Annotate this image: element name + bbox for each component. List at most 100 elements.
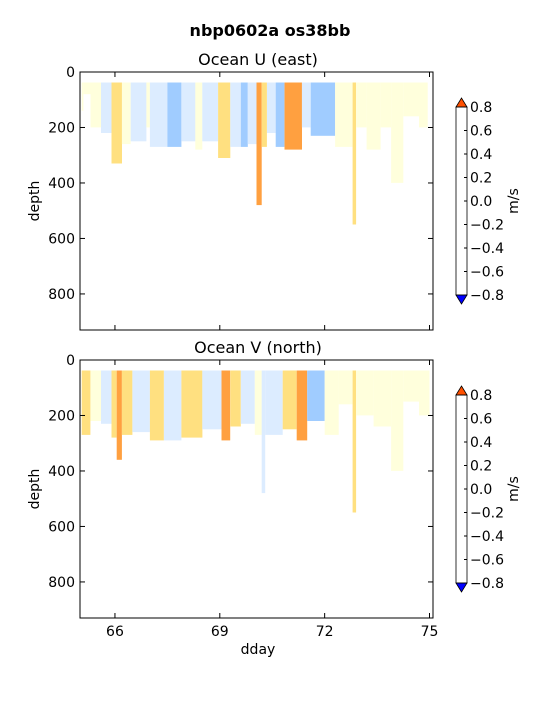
heatmap-cell [403, 82, 419, 117]
colorbar-tick-label: 0.8 [470, 100, 492, 116]
heatmap-cell [230, 370, 241, 427]
y-tick-label: 200 [48, 120, 75, 136]
heatmap-cell [202, 82, 218, 142]
colorbar-label: m/s [506, 188, 522, 214]
heatmap-cell [111, 370, 117, 438]
colorbar-label: m/s [506, 476, 522, 502]
x-axis [114, 72, 431, 330]
heatmap-cell [261, 370, 266, 494]
heatmap-cell [356, 370, 374, 416]
heatmap-cell [256, 82, 262, 206]
heatmap-cell [181, 82, 196, 142]
colorbar-tick-label: −0.6 [470, 265, 504, 281]
colorbar-tick-label: −0.8 [470, 288, 504, 304]
y-tick-label: 0 [66, 65, 75, 81]
colorbar-tick-label: 0.4 [470, 435, 492, 451]
heatmap-cell [403, 370, 419, 402]
y-tick-label: 800 [48, 575, 75, 591]
y-tick-label: 400 [48, 464, 75, 480]
heatmap-cells [81, 370, 430, 513]
heatmap-cell [338, 370, 353, 405]
heatmap-cell [296, 370, 308, 441]
y-axis-label: depth [27, 181, 43, 222]
panel-title: Ocean U (east) [198, 50, 318, 69]
heatmap-cell [146, 82, 150, 128]
x-axis: 66 69 72 75 [106, 360, 438, 640]
heatmap-cell [380, 82, 392, 128]
heatmap-cell [149, 370, 164, 441]
x-axis-label: dday [241, 642, 276, 658]
heatmap-cell [335, 82, 353, 147]
colorbar-tick-label: −0.6 [470, 553, 504, 569]
heatmap-cell [419, 82, 428, 128]
colorbar-tick-label: 0.6 [470, 124, 492, 140]
colorbar-tick-label: −0.4 [470, 529, 504, 545]
panel-title: Ocean V (north) [194, 338, 322, 357]
heatmap-cell [195, 82, 203, 150]
x-tick-label: 66 [106, 624, 124, 640]
plot-frame [79, 71, 434, 331]
y-axis: 0 200 400 600 800 [48, 65, 433, 303]
heatmap-cell [261, 82, 267, 147]
colorbar-tick-label: 0.6 [470, 412, 492, 428]
heatmap-cell [130, 82, 147, 142]
figure-suptitle: nbp0602a os38bb [190, 21, 351, 40]
heatmap-cell [81, 82, 84, 111]
heatmap-cell [419, 370, 430, 416]
heatmap-cell [181, 370, 203, 438]
y-tick-label: 400 [48, 176, 75, 192]
y-axis: 0 200 400 600 800 [48, 353, 433, 591]
heatmap-cell [230, 82, 241, 147]
heatmap-cell [149, 82, 168, 147]
heatmap-cell [356, 82, 367, 128]
colorbar-tick-label: −0.2 [470, 506, 504, 522]
heatmap-cell [101, 370, 112, 424]
colorbar-tick-label: 0.2 [470, 171, 492, 187]
heatmap-cell [218, 82, 231, 158]
heatmap-cell [352, 82, 357, 225]
heatmap-cell [101, 82, 112, 133]
y-tick-label: 0 [66, 353, 75, 369]
heatmap-cell [116, 370, 122, 460]
heatmap-cell [282, 370, 297, 430]
x-tick-label: 69 [211, 624, 229, 640]
plot-frame [79, 359, 434, 619]
colorbar-extend-max [455, 385, 468, 396]
heatmap-cell [202, 370, 222, 430]
y-tick-label: 600 [48, 519, 75, 535]
x-tick-label: 72 [316, 624, 334, 640]
colorbar-tick-label: 0.0 [470, 194, 492, 210]
heatmap-cell [254, 370, 262, 435]
heatmap-cells [81, 82, 428, 225]
heatmap-cell [81, 370, 91, 435]
heatmap-cell [221, 370, 231, 441]
heatmap-cell [267, 82, 276, 133]
colorbar-tick-label: 0.4 [470, 147, 492, 163]
colorbar-tick-label: 0.0 [470, 482, 492, 498]
heatmap-cell [391, 370, 404, 471]
heatmap-cell [310, 82, 336, 136]
colorbar-u: m/s 0.8 0.6 0.4 0.2 0.0 −0.2 −0.4 −0.6 −0.8 [455, 97, 522, 305]
colorbar-extend-min [455, 582, 468, 593]
heatmap-cell [366, 82, 381, 150]
panel-ocean-v: Ocean V (north) depth dday 0 200 400 600 800… [27, 338, 438, 658]
heatmap-cell [121, 82, 131, 145]
colorbar-extend-max [455, 97, 468, 108]
heatmap-cell [284, 82, 302, 150]
colorbar-tick-label: 0.2 [470, 459, 492, 475]
heatmap-cell [111, 82, 122, 164]
heatmap-cell [247, 82, 257, 145]
heatmap-cell [324, 370, 339, 435]
colorbar-tick-label: −0.2 [470, 218, 504, 234]
heatmap-cell [391, 82, 404, 183]
heatmap-cell [275, 82, 285, 147]
y-tick-label: 800 [48, 287, 75, 303]
heatmap-cell [352, 370, 357, 513]
heatmap-cell [121, 370, 133, 435]
heatmap-cell [83, 82, 91, 95]
colorbar-extend-min [455, 294, 468, 305]
x-tick-label: 75 [421, 624, 439, 640]
heatmap-cell [90, 82, 101, 128]
